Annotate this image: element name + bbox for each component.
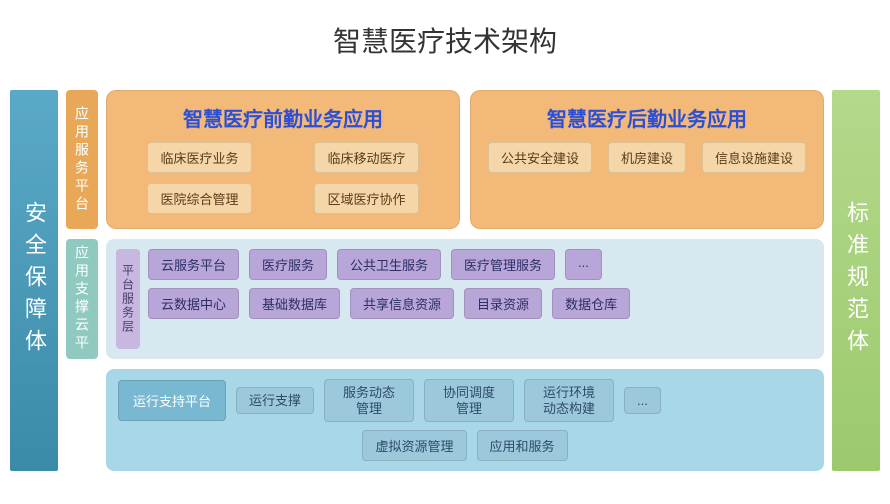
chip-item: 医疗服务 xyxy=(249,249,327,280)
chip-item: 信息设施建设 xyxy=(702,142,806,173)
tier1-body: 智慧医疗前勤业务应用 临床医疗业务 临床移动医疗医院综合管理 区域医疗协作 智慧医疗… xyxy=(106,90,824,229)
chip-item: 服务动态管理 xyxy=(324,379,414,422)
chip-item: 区域医疗协作 xyxy=(314,183,418,214)
chip-item: 机房建设 xyxy=(608,142,686,173)
diagram-body: 安全保障体 应用服务平台 智慧医疗前勤业务应用 临床医疗业务 临床移动医疗医院综合… xyxy=(0,90,890,471)
chip-item: 云数据中心 xyxy=(148,288,239,319)
chip-item: ... xyxy=(565,249,602,280)
chip-item: 目录资源 xyxy=(464,288,542,319)
chip-item: 共享信息资源 xyxy=(350,288,454,319)
tier1-label: 应用服务平台 xyxy=(66,90,98,229)
chip-item: 运行环境动态构建 xyxy=(524,379,614,422)
chip-item: 临床医疗业务 xyxy=(147,142,251,173)
panel-title-back: 智慧医疗后勤业务应用 xyxy=(485,103,809,132)
tier2-label: 应用支撑云平 xyxy=(66,239,98,359)
tier-application-services: 应用服务平台 智慧医疗前勤业务应用 临床医疗业务 临床移动医疗医院综合管理 区域医疗… xyxy=(66,90,824,229)
chip-item: 协同调度管理 xyxy=(424,379,514,422)
center-column: 应用服务平台 智慧医疗前勤业务应用 临床医疗业务 临床移动医疗医院综合管理 区域医疗… xyxy=(66,90,824,471)
chip-item: 公共安全建设 xyxy=(488,142,592,173)
chip-item: ... xyxy=(624,387,661,415)
pillar-security: 安全保障体 xyxy=(10,90,58,471)
tier3-row1: 运行支持平台运行支撑服务动态管理协同调度管理运行环境动态构建... xyxy=(118,379,812,422)
tier-support-cloud: 应用支撑云平 平台服务层 云服务平台医疗服务公共卫生服务医疗管理服务... 云数… xyxy=(66,239,824,359)
panel-logistics-apps: 智慧医疗后勤业务应用 公共安全建设机房建设信息设施建设 xyxy=(470,90,824,229)
tier2-row2: 云数据中心基础数据库共享信息资源目录资源数据仓库 xyxy=(148,288,814,319)
tier2-sublabel: 平台服务层 xyxy=(116,249,140,349)
tier3-body: 运行支持平台运行支撑服务动态管理协同调度管理运行环境动态构建... 虚拟资源管理… xyxy=(106,369,824,471)
chip-item: 数据仓库 xyxy=(552,288,630,319)
chip-item: 基础数据库 xyxy=(249,288,340,319)
tier3-spacer xyxy=(66,369,98,471)
tier2-row1: 云服务平台医疗服务公共卫生服务医疗管理服务... xyxy=(148,249,814,280)
pillar-standards: 标准规范体 xyxy=(832,90,880,471)
tier2-rows: 云服务平台医疗服务公共卫生服务医疗管理服务... 云数据中心基础数据库共享信息资… xyxy=(148,249,814,349)
chip-item: 云服务平台 xyxy=(148,249,239,280)
chip-item: 虚拟资源管理 xyxy=(362,430,466,461)
tier3-row2: 虚拟资源管理应用和服务 xyxy=(118,430,812,461)
chip-item: 医疗管理服务 xyxy=(451,249,555,280)
chip-item: 医院综合管理 xyxy=(147,183,251,214)
tier2-body: 平台服务层 云服务平台医疗服务公共卫生服务医疗管理服务... 云数据中心基础数据… xyxy=(106,239,824,359)
panel-frontline-apps: 智慧医疗前勤业务应用 临床医疗业务 临床移动医疗医院综合管理 区域医疗协作 xyxy=(106,90,460,229)
panel-title-front: 智慧医疗前勤业务应用 xyxy=(121,103,445,132)
tier-runtime: 运行支持平台运行支撑服务动态管理协同调度管理运行环境动态构建... 虚拟资源管理… xyxy=(66,369,824,471)
chip-item: 公共卫生服务 xyxy=(337,249,441,280)
runtime-lead: 运行支持平台 xyxy=(118,380,226,421)
chip-item: 临床移动医疗 xyxy=(314,142,418,173)
chip-item: 运行支撑 xyxy=(236,387,314,415)
chip-row-front: 临床医疗业务 临床移动医疗医院综合管理 区域医疗协作 xyxy=(121,142,445,214)
chip-item: 应用和服务 xyxy=(477,430,568,461)
chip-row-back: 公共安全建设机房建设信息设施建设 xyxy=(485,142,809,173)
diagram-title: 智慧医疗技术架构 xyxy=(0,0,890,90)
